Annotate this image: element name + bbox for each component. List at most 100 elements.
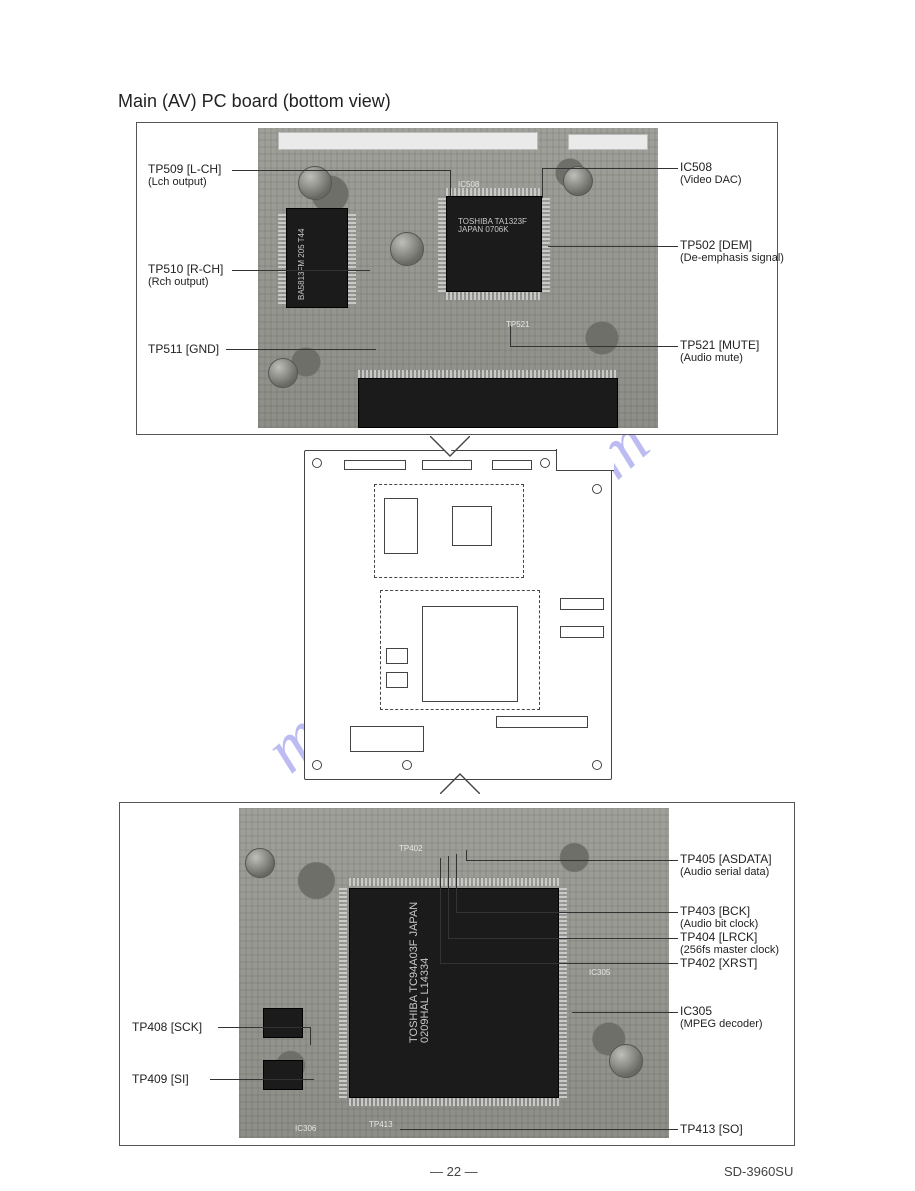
leader-line: [310, 1027, 311, 1045]
leader-line: [542, 168, 678, 169]
top-pcb-photo: BA5813FM 205 T44 TOSHIBA TA1323F JAPAN 0…: [258, 128, 658, 428]
leader-line: [440, 858, 441, 963]
tp-label: TP510 [R-CH]: [148, 262, 223, 276]
tp-sublabel: (Rch output): [148, 276, 209, 288]
tp-sublabel: (Audio serial data): [680, 866, 769, 878]
capacitor: [268, 358, 298, 388]
leader-line: [400, 1129, 678, 1130]
leader-line: [510, 326, 511, 346]
chip-pins: [278, 212, 286, 304]
leader-line: [466, 860, 678, 861]
chip-small: [263, 1008, 303, 1038]
tp-label: IC508: [680, 160, 712, 174]
tp-sublabel: (MPEG decoder): [680, 1018, 763, 1030]
page-number: — 22 —: [430, 1164, 478, 1179]
outline-connector: [560, 626, 604, 638]
silkscreen: TP402: [399, 844, 423, 853]
mount-hole: [402, 760, 412, 770]
chip-small: [263, 1060, 303, 1090]
outline-connector: [422, 460, 472, 470]
leader-line: [448, 856, 449, 938]
leader-line: [232, 270, 370, 271]
leader-line: [232, 170, 450, 171]
mount-hole: [592, 484, 602, 494]
link-notch: [438, 441, 458, 455]
outline-connector: [496, 716, 588, 728]
leader-line: [548, 246, 678, 247]
outline-part: [386, 648, 408, 664]
tp-sublabel: (256fs master clock): [680, 944, 779, 956]
tp-label: TP405 [ASDATA]: [680, 852, 772, 866]
chip-pins: [349, 878, 559, 886]
leader-line: [440, 963, 678, 964]
capacitor: [245, 848, 275, 878]
chip-ic305: [349, 888, 559, 1098]
leader-line: [456, 912, 678, 913]
capacitor: [609, 1044, 643, 1078]
tp-sublabel: (De-emphasis signal): [680, 252, 784, 264]
mount-hole: [540, 458, 550, 468]
chip-pins: [446, 188, 542, 196]
tp-label: TP409 [SI]: [132, 1072, 189, 1086]
chip-pins: [542, 196, 550, 292]
outline-part: [384, 498, 418, 554]
silkscreen: IC306: [295, 1124, 316, 1133]
outline-part: [452, 506, 492, 546]
leader-line: [226, 349, 376, 350]
leader-line: [466, 850, 467, 860]
tp-label: IC305: [680, 1004, 712, 1018]
tp-label: TP511 [GND]: [148, 342, 219, 356]
leader-line: [210, 1079, 314, 1080]
tp-sublabel: (Video DAC): [680, 174, 742, 186]
tp-label: TP403 [BCK]: [680, 904, 750, 918]
mount-hole: [312, 458, 322, 468]
tp-label: TP408 [SCK]: [132, 1020, 202, 1034]
tp-sublabel: (Lch output): [148, 176, 207, 188]
chip-pins: [349, 1098, 559, 1106]
silkscreen: IC508: [458, 180, 479, 189]
schematic-board: [304, 450, 612, 780]
leader-line: [572, 1012, 678, 1013]
leader-line: [218, 1027, 310, 1028]
outline-connector: [344, 460, 406, 470]
section-title: Main (AV) PC board (bottom view): [118, 91, 391, 112]
chip-ic508-label: TOSHIBA TA1323F JAPAN 0706K: [458, 218, 528, 234]
silkscreen: TP413: [369, 1120, 393, 1129]
chip-ba5813fm: [286, 208, 348, 308]
leader-line: [450, 170, 451, 196]
silkscreen: IC305: [589, 968, 610, 977]
chip-pins: [446, 292, 542, 300]
mount-hole: [592, 760, 602, 770]
capacitor: [563, 166, 593, 196]
leader-line: [510, 346, 678, 347]
model-number: SD-3960SU: [724, 1164, 793, 1179]
leader-line: [448, 938, 678, 939]
tp-label: TP413 [SO]: [680, 1122, 743, 1136]
outline-connector: [560, 598, 604, 610]
capacitor: [298, 166, 332, 200]
capacitor: [390, 232, 424, 266]
tp-label: TP402 [XRST]: [680, 956, 757, 970]
page-root: manualshive.com Main (AV) PC board (bott…: [0, 0, 915, 1191]
outline-part: [386, 672, 408, 688]
outline-part: [422, 606, 518, 702]
tp-label: TP404 [LRCK]: [680, 930, 757, 944]
tp-sublabel: (Audio bit clock): [680, 918, 758, 930]
chip-pins: [358, 370, 618, 378]
tp-sublabel: (Audio mute): [680, 352, 743, 364]
chip-ba5813fm-label: BA5813FM 205 T44: [298, 229, 306, 300]
tp-label: TP521 [MUTE]: [680, 338, 759, 352]
chip-edge: [358, 378, 618, 428]
bottom-pcb-photo: TOSHIBA TC94A03F JAPAN 0209HAL L14334 TP…: [239, 808, 669, 1138]
connector: [278, 132, 538, 150]
leader-line: [542, 168, 543, 198]
chip-pins: [438, 196, 446, 292]
chip-pins: [348, 212, 356, 304]
outline-connector: [492, 460, 532, 470]
mount-hole: [312, 760, 322, 770]
outline-connector: [350, 726, 424, 752]
tp-label: TP502 [DEM]: [680, 238, 752, 252]
connector: [568, 134, 648, 150]
tp-label: TP509 [L-CH]: [148, 162, 221, 176]
chip-ic508: [446, 196, 542, 292]
